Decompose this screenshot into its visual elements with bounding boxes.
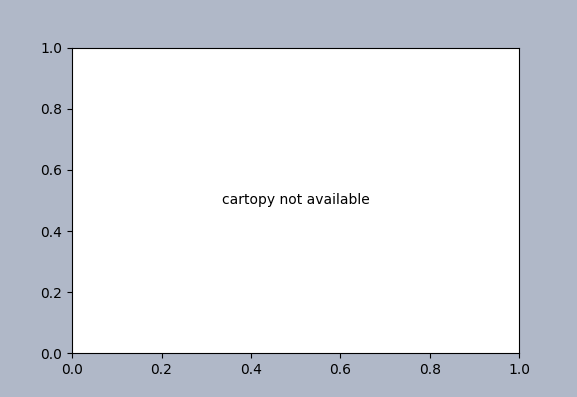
Text: cartopy not available: cartopy not available — [222, 193, 370, 208]
